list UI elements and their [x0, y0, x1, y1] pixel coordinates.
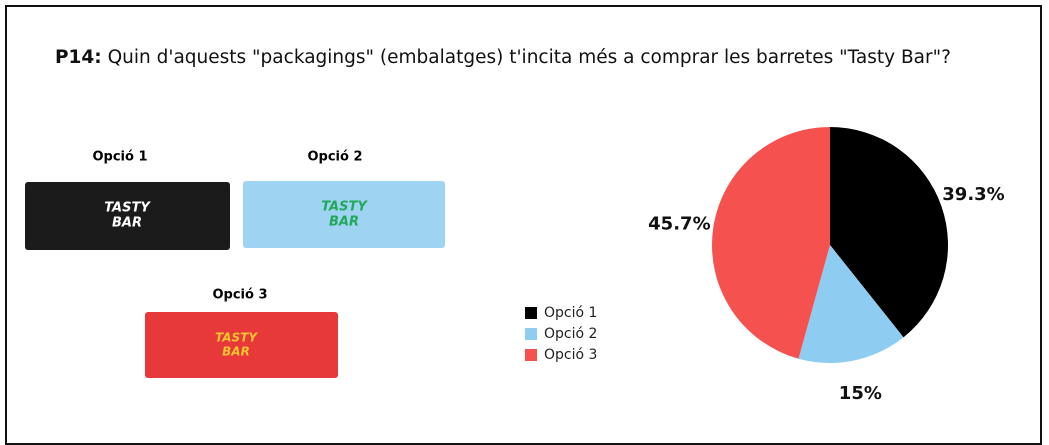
- pack-brand: TASTY: [104, 201, 151, 216]
- pack-label: Opció 3: [212, 288, 267, 303]
- pack-brand: BAR: [329, 215, 359, 230]
- packaging-3: Opció 3 TASTY BAR: [145, 288, 338, 378]
- bar-pack: [25, 182, 230, 250]
- pack-brand: TASTY: [215, 331, 258, 345]
- data-label: 39.3%: [942, 184, 1004, 205]
- pie-slice: [712, 127, 830, 359]
- legend-label: Opció 1: [544, 305, 597, 321]
- legend-swatch: [525, 349, 537, 361]
- pack-label: Opció 1: [92, 150, 147, 165]
- data-label: 45.7%: [648, 214, 710, 235]
- packaging-2: Opció 2 TASTY BAR: [243, 150, 445, 248]
- legend-swatch: [525, 307, 537, 319]
- legend-label: Opció 2: [544, 326, 597, 342]
- pack-brand: TASTY: [321, 200, 368, 215]
- legend-swatch: [525, 328, 537, 340]
- bar-pack: [243, 181, 445, 248]
- pack-brand: BAR: [112, 216, 142, 231]
- pack-brand: BAR: [222, 345, 250, 359]
- pack-label: Opció 2: [307, 150, 362, 165]
- question: P14: Quin d'aquests "packagings" (embala…: [55, 44, 1030, 72]
- packaging-1: Opció 1 TASTY BAR: [25, 150, 230, 250]
- data-label: 15%: [839, 383, 882, 404]
- pie-slice: [798, 245, 904, 363]
- question-text: Quin d'aquests "packagings" (embalatges)…: [107, 47, 951, 68]
- pie-slice: [830, 127, 948, 338]
- legend-label: Opció 3: [544, 347, 597, 363]
- chart: Opció 1 TASTY BAR Opció 2 TASTY BAR Opci…: [25, 127, 1005, 404]
- bar-pack: [145, 312, 338, 378]
- question-number: P14:: [55, 47, 102, 68]
